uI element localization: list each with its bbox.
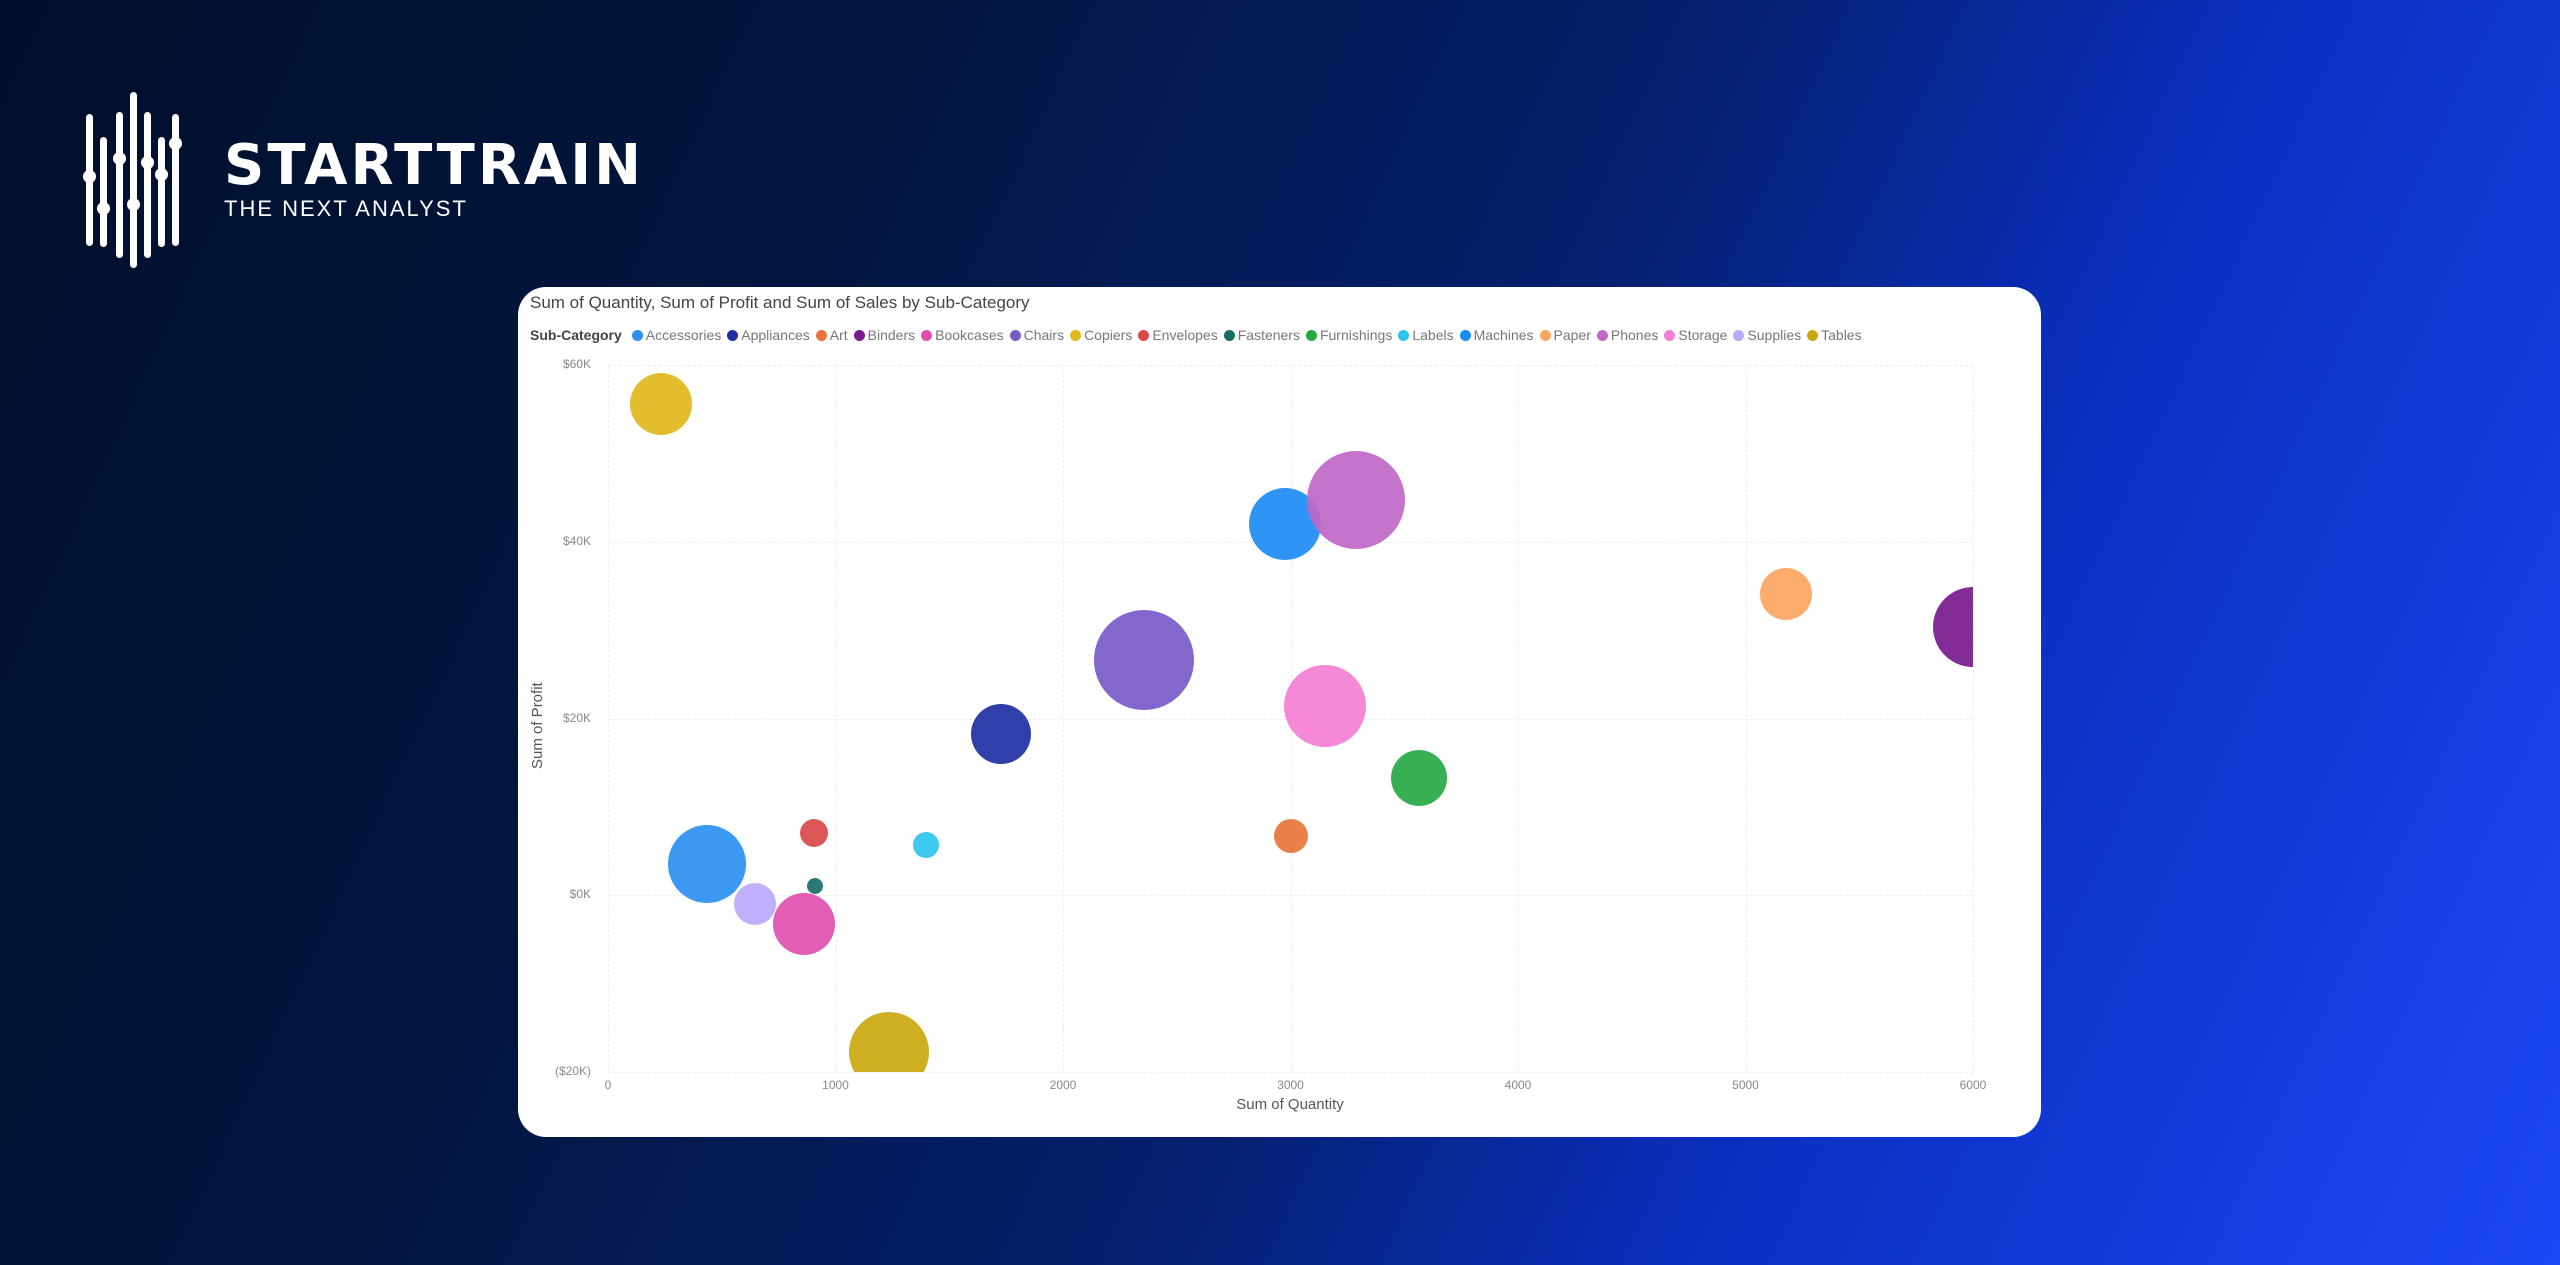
legend-item-binders[interactable]: Binders <box>853 327 916 343</box>
legend-dot-icon <box>1009 329 1021 341</box>
x-axis-label: Sum of Quantity <box>1236 1096 1344 1113</box>
legend-label: Furnishings <box>1319 327 1393 343</box>
bubble-tables[interactable] <box>848 1011 929 1072</box>
legend-dot-icon <box>1733 329 1745 341</box>
bubble-fasteners[interactable] <box>807 877 824 894</box>
legend-item-art[interactable]: Art <box>815 327 848 343</box>
y-tick-label: ($20K) <box>554 1064 591 1078</box>
legend-label: Art <box>829 327 848 343</box>
x-tick-label: 3000 <box>1277 1078 1304 1092</box>
bubble-labels[interactable] <box>913 831 940 858</box>
legend-item-machines[interactable]: Machines <box>1459 327 1534 343</box>
bubble-chairs[interactable] <box>1093 610 1194 711</box>
legend-label: Phones <box>1610 327 1659 343</box>
y-tick-label: $0K <box>569 887 591 902</box>
legend-label: Storage <box>1678 327 1728 343</box>
bubble-storage[interactable] <box>1284 665 1367 748</box>
gridline <box>835 365 837 1072</box>
gridline <box>1745 365 1747 1072</box>
legend-item-envelopes[interactable]: Envelopes <box>1138 327 1218 343</box>
bubble-furnishings[interactable] <box>1390 749 1447 806</box>
chart-title: Sum of Quantity, Sum of Profit and Sum o… <box>530 293 1030 312</box>
x-tick-label: 1000 <box>822 1078 849 1092</box>
bubble-copiers[interactable] <box>630 372 692 435</box>
y-tick-label: $40K <box>562 533 591 548</box>
bubble-phones[interactable] <box>1307 451 1406 550</box>
legend-item-furnishings[interactable]: Furnishings <box>1305 327 1393 343</box>
legend-dot-icon <box>853 329 865 341</box>
gridline <box>608 365 609 1072</box>
x-tick-label: 4000 <box>1504 1078 1532 1092</box>
y-tick-label: $60K <box>562 357 591 371</box>
legend-item-tables[interactable]: Tables <box>1807 327 1862 343</box>
legend-dot-icon <box>815 329 827 341</box>
x-tick-label: 2000 <box>1049 1078 1077 1092</box>
gridline <box>1973 365 1974 1072</box>
legend-label: Envelopes <box>1152 327 1218 343</box>
legend-dot-icon <box>727 329 739 341</box>
legend-dot-icon <box>1596 329 1608 341</box>
legend-dot-icon <box>921 329 933 341</box>
legend-item-labels[interactable]: Labels <box>1398 327 1454 343</box>
logo-text: STARTTRAIN THE NEXT ANALYST <box>224 138 644 222</box>
brand-name: STARTTRAIN <box>224 133 644 198</box>
brand-tagline: THE NEXT ANALYST <box>224 196 468 221</box>
legend-dot-icon <box>1539 329 1551 341</box>
legend-label: Copiers <box>1084 327 1133 343</box>
legend-label: Labels <box>1412 327 1454 343</box>
legend-dot-icon <box>1138 329 1150 341</box>
bubble-binders[interactable] <box>1932 587 1973 668</box>
legend-dot-icon <box>1070 329 1082 341</box>
legend-dot-icon <box>631 329 643 341</box>
bubble-art[interactable] <box>1273 819 1308 854</box>
legend-item-paper[interactable]: Paper <box>1539 327 1591 343</box>
legend-item-appliances[interactable]: Appliances <box>727 327 810 343</box>
legend-label: Bookcases <box>935 327 1004 343</box>
legend-dot-icon <box>1305 329 1317 341</box>
legend-label: Binders <box>867 327 916 343</box>
logo-bars-icon <box>83 92 204 268</box>
legend-item-phones[interactable]: Phones <box>1596 327 1659 343</box>
legend-label: Tables <box>1821 327 1862 343</box>
bubble-supplies[interactable] <box>733 883 776 926</box>
legend-label: Supplies <box>1747 327 1802 343</box>
legend-title: Sub-Category <box>530 327 622 343</box>
legend-dot-icon <box>1664 329 1676 341</box>
legend-label: Chairs <box>1023 327 1065 343</box>
legend-item-storage[interactable]: Storage <box>1664 327 1727 343</box>
legend-item-chairs[interactable]: Chairs <box>1009 327 1065 343</box>
bubble-appliances[interactable] <box>970 703 1031 764</box>
legend-dot-icon <box>1807 329 1819 341</box>
y-tick-label: $20K <box>562 710 591 725</box>
gridline <box>608 1072 1973 1073</box>
legend-label: Paper <box>1553 327 1591 343</box>
chart-card: Sum of Quantity, Sum of Profit and Sum o… <box>518 287 2041 1137</box>
legend-item-supplies[interactable]: Supplies <box>1733 327 1801 343</box>
x-tick-label: 0 <box>604 1078 612 1092</box>
plot-clip <box>608 347 1973 1072</box>
legend-label: Accessories <box>645 327 722 343</box>
gridline <box>1518 365 1519 1072</box>
legend-dot-icon <box>1398 329 1410 341</box>
bubble-accessories[interactable] <box>667 825 746 904</box>
x-tick-label: 5000 <box>1732 1078 1759 1092</box>
x-tick-label: 6000 <box>1959 1078 1987 1092</box>
legend-label: Machines <box>1473 327 1534 343</box>
legend-item-bookcases[interactable]: Bookcases <box>921 327 1004 343</box>
legend-dot-icon <box>1223 329 1235 341</box>
y-axis-label: Sum of Profit <box>529 682 546 769</box>
legend-item-fasteners[interactable]: Fasteners <box>1223 327 1300 343</box>
legend-item-copiers[interactable]: Copiers <box>1070 327 1132 343</box>
legend-dot-icon <box>1459 329 1471 341</box>
legend-label: Appliances <box>741 327 810 343</box>
brand-logo: STARTTRAIN THE NEXT ANALYST <box>83 92 644 268</box>
gridline <box>1063 365 1064 1072</box>
legend-item-accessories[interactable]: Accessories <box>631 327 722 343</box>
bubble-envelopes[interactable] <box>799 819 828 848</box>
bubble-plot-area: $60K $40K $20K $0K ($20K) 0 1000 2000 3000 4000 50… <box>518 287 2041 1137</box>
chart-legend: Sub-Category Accessories Appliances Art Bin… <box>530 327 1868 343</box>
legend-label: Fasteners <box>1237 327 1300 343</box>
bubble-bookcases[interactable] <box>773 893 836 956</box>
bubble-paper[interactable] <box>1759 567 1812 620</box>
